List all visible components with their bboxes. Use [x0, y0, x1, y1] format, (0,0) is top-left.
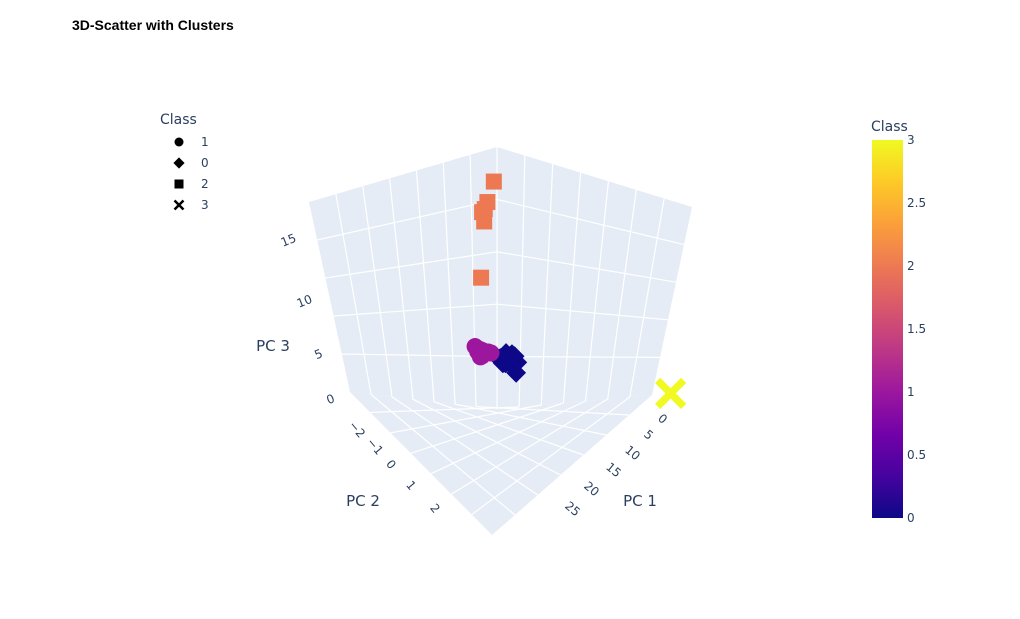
- legend-item-label[interactable]: 3: [201, 198, 209, 212]
- z-tick-label: 15: [279, 231, 298, 250]
- x-tick-label: 20: [581, 479, 602, 500]
- grid-line: [496, 251, 677, 283]
- grid-line: [317, 198, 498, 241]
- colorbar-gradient: [872, 140, 903, 518]
- x-tick-label: 0: [655, 411, 670, 427]
- grid-line: [370, 393, 516, 516]
- pane-back-right: [497, 147, 692, 409]
- y-tick-label: 0: [383, 457, 399, 472]
- grid-line: [540, 164, 554, 406]
- colorbar-tick-label: 3: [907, 133, 915, 147]
- colorbar-title: Class: [871, 119, 908, 135]
- data-point-class-0: [496, 343, 516, 363]
- z-tick-label: 5: [312, 346, 324, 362]
- y-tick-label: 2: [427, 501, 443, 516]
- grid-line: [451, 398, 609, 495]
- grid-line: [390, 404, 542, 434]
- y-tick-label: −2: [346, 418, 368, 441]
- grid-line: [475, 405, 630, 416]
- legend[interactable]: Class 1 0 2 3: [160, 112, 209, 212]
- colorbar: Class 0 0.5 1 1.5 2 2.5 3: [871, 119, 926, 525]
- grid-line: [469, 154, 477, 407]
- y-tick-label: −1: [364, 435, 386, 458]
- data-point-class-3: [655, 377, 687, 409]
- data-point-class-1: [471, 348, 489, 366]
- legend-symbol-x: [173, 199, 185, 211]
- grid-line: [496, 198, 685, 246]
- x-tick-label: 15: [603, 460, 624, 481]
- x-tick-label: 10: [622, 443, 643, 464]
- z-tick-label: 10: [295, 292, 314, 311]
- legend-item-label[interactable]: 1: [201, 135, 209, 149]
- markers: [466, 173, 687, 409]
- colorbar-tick-label: 2.5: [907, 196, 926, 210]
- grid-line: [433, 401, 584, 456]
- legend-symbol-diamond: [173, 157, 185, 169]
- colorbar-tick-label: 1.5: [907, 322, 926, 336]
- legend-symbol-square: [174, 179, 184, 189]
- legend-title: Class: [160, 112, 197, 128]
- grid-line: [333, 303, 498, 317]
- grid-line: [335, 194, 372, 395]
- z-axis-title: PC 3: [256, 337, 290, 355]
- x-tick-label: 5: [641, 427, 656, 443]
- grid-line: [415, 170, 435, 402]
- legend-symbol-circle: [174, 137, 184, 147]
- colorbar-tick-label: 2: [907, 259, 915, 273]
- grid-line: [362, 186, 393, 397]
- colorbar-tick-label: 0: [907, 511, 915, 525]
- 3d-scene[interactable]: [309, 147, 692, 535]
- colorbar-tick-label: 1: [907, 385, 915, 399]
- grid-line: [391, 396, 539, 496]
- x-axis-title: PC 1: [623, 492, 657, 510]
- x-tick-label: 25: [562, 499, 583, 520]
- grid-line: [496, 356, 661, 358]
- grid-line: [410, 402, 564, 454]
- grid-line: [629, 198, 665, 398]
- legend-item-label[interactable]: 2: [201, 177, 209, 191]
- grid-line: [430, 400, 586, 475]
- grid-line: [562, 172, 582, 404]
- grid-line: [471, 396, 631, 516]
- data-point-class-2: [473, 269, 490, 286]
- chart-title: 3D-Scatter with Clusters: [72, 17, 234, 33]
- legend-item-label[interactable]: 0: [201, 156, 209, 170]
- grid-line: [412, 398, 561, 476]
- data-point-class-2: [485, 173, 502, 190]
- grid-line: [454, 403, 607, 436]
- colorbar-tick-label: 0.5: [907, 448, 926, 462]
- grid-line: [496, 303, 669, 321]
- y-tick-label: 1: [403, 478, 419, 493]
- data-point-class-2: [474, 204, 491, 221]
- grid-line: [607, 189, 637, 400]
- z-tick-label: 0: [324, 391, 336, 407]
- grid-line: [325, 251, 498, 279]
- pane-back-left: [309, 147, 497, 409]
- grid-line: [584, 181, 610, 402]
- y-axis-title: PC 2: [346, 492, 380, 510]
- grid-line: [442, 162, 456, 405]
- grid-line: [388, 178, 414, 400]
